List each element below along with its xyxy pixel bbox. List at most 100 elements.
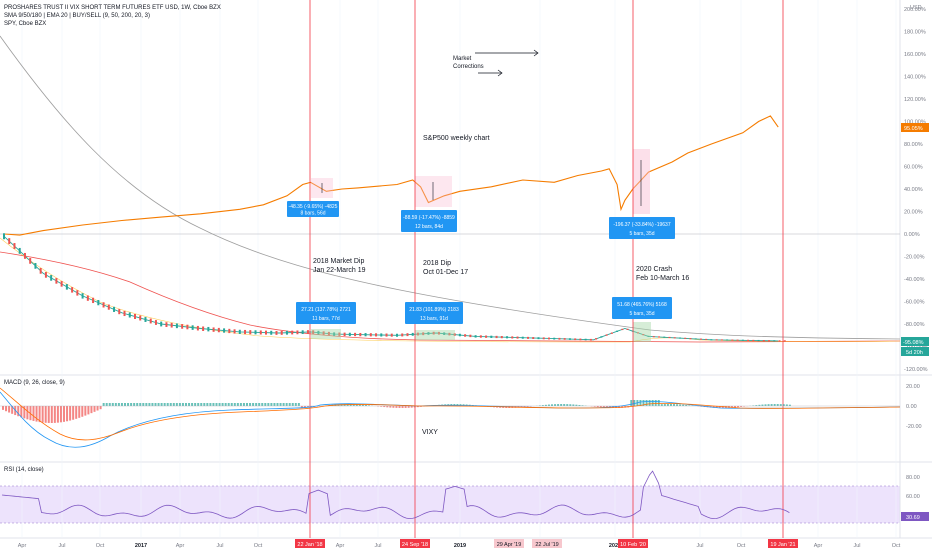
vixy-candle	[223, 328, 225, 332]
vixy-candle	[359, 333, 361, 336]
macd-histogram-bar	[121, 403, 123, 406]
vixy-candle	[171, 323, 173, 328]
price-tick-label: 0.00%	[904, 232, 920, 238]
macd-histogram-bar	[212, 403, 214, 406]
time-tick-label: 2019	[454, 543, 466, 549]
vixy-candle	[150, 319, 152, 324]
vixy-candle	[97, 300, 99, 305]
macd-histogram-bar	[389, 406, 391, 408]
price-axis[interactable]: 200.00%180.00%160.00%140.00%120.00%100.0…	[904, 7, 928, 373]
vixy-candle	[517, 337, 519, 339]
macd-histogram-bar	[667, 404, 669, 406]
vixy-candle	[207, 327, 209, 331]
macd-histogram-bar	[2, 406, 4, 410]
measure-box-4-line1: 27.21 (137.78%) 2721	[301, 307, 351, 313]
macd-histogram-bar	[139, 403, 141, 406]
spike-box-2018a	[311, 329, 341, 339]
chart-title: PROSHARES TRUST II VIX SHORT TERM FUTURE…	[4, 5, 221, 11]
vixy-candle	[485, 336, 487, 338]
vixy-candle	[234, 329, 236, 333]
vixy-candle	[558, 338, 560, 340]
measure-box-2[interactable]: -88.59 (-17.47%) -8859 12 bars, 84d	[401, 210, 457, 232]
time-tick-label: Oct	[892, 543, 901, 549]
macd-histogram-bar	[124, 403, 126, 406]
macd-histogram-bar	[203, 403, 205, 406]
macd-histogram-bar	[5, 406, 7, 411]
macd-histogram-bar	[42, 406, 44, 423]
vixy-candle	[82, 293, 84, 298]
macd-histogram-bar	[115, 403, 117, 406]
vixy-candle	[490, 336, 492, 338]
macd-histogram-bar	[112, 403, 114, 406]
macd-histogram-bar	[225, 403, 227, 406]
vixy-candle	[124, 311, 126, 316]
vixy-candle	[726, 339, 728, 340]
macd-histogram-bar	[569, 404, 571, 406]
macd-histogram-bar	[185, 403, 187, 406]
vixy-candle	[590, 339, 592, 341]
vixy-candle	[291, 331, 293, 335]
vixy-candle	[344, 333, 346, 336]
vixy-candle	[475, 335, 477, 337]
macd-histogram-bar	[246, 403, 248, 406]
measure-box-3[interactable]: -196.37 (-33.84%) -19637 5 bars, 35d	[609, 217, 675, 239]
macd-histogram-bar	[786, 404, 788, 406]
vixy-candle	[674, 337, 676, 338]
price-tick-label: 140.00%	[904, 75, 926, 81]
price-tick-label: 120.00%	[904, 97, 926, 103]
macd-histogram-bar	[103, 403, 105, 406]
date-marker-label: 22 Jan '18	[297, 542, 322, 548]
measure-box-4-line2: 11 bars, 77d	[312, 316, 340, 322]
macd-histogram-bar	[51, 406, 53, 423]
macd-axis[interactable]: 20.000.00-20.00	[906, 384, 922, 430]
vixy-candle	[139, 316, 141, 321]
macd-histogram-bar	[158, 403, 160, 406]
vixy-candle	[742, 340, 744, 341]
macd-histogram-bar	[36, 406, 38, 422]
macd-histogram-bar	[765, 404, 767, 406]
macd-histogram-bar	[679, 404, 681, 406]
macd-histogram-bar	[109, 403, 111, 406]
macd-histogram-bar	[142, 403, 144, 406]
measure-box-1[interactable]: -48.35 (-9.65%) -4825 8 bars, 56d	[287, 201, 339, 217]
macd-histogram-bar	[670, 404, 672, 406]
vixy-candle	[281, 331, 283, 335]
price-tick-label: -80.00%	[904, 322, 925, 328]
macd-histogram-bar	[658, 400, 660, 406]
vixy-candle	[616, 331, 618, 332]
vixy-candle	[684, 338, 686, 339]
macd-histogram-bar	[94, 406, 96, 412]
study-legend: SMA 9/50/180 | EMA 20 | BUY/SELL (9, 50,…	[4, 13, 150, 19]
vixy-candle	[155, 320, 157, 325]
measure-box-5[interactable]: 21.83 (101.89%) 2183 13 bars, 91d	[405, 302, 463, 324]
price-tick-label: 160.00%	[904, 52, 926, 58]
vixy-candle	[731, 340, 733, 341]
vixy-candle	[396, 334, 398, 337]
time-tick-label: Oct	[96, 543, 105, 549]
macd-histogram-bar	[408, 406, 410, 408]
dip2018b-line2: Oct 01-Dec 17	[423, 269, 468, 276]
vixy-candle	[574, 338, 576, 340]
macd-histogram-bar	[646, 400, 648, 406]
measure-box-6[interactable]: 51.68 (465.76%) 5168 5 bars, 35d	[612, 297, 672, 319]
vixy-candle	[375, 333, 377, 336]
vixy-candle	[45, 272, 47, 278]
vixy-candle	[579, 339, 581, 341]
time-tick-label: Jul	[374, 543, 381, 549]
macd-histogram-bar	[63, 406, 65, 422]
macd-histogram-bar	[243, 403, 245, 406]
vixy-candle	[50, 275, 52, 281]
vixy-candle	[469, 335, 471, 337]
measure-box-4[interactable]: 27.21 (137.78%) 2721 11 bars, 77d	[296, 302, 356, 324]
measure-box-5-line2: 13 bars, 91d	[420, 316, 448, 322]
price-tick-label: -40.00%	[904, 277, 925, 283]
vixy-candle	[3, 233, 5, 239]
macd-histogram-bar	[167, 403, 169, 406]
macd-histogram-bar	[630, 400, 632, 406]
measure-box-6-line2: 5 bars, 35d	[629, 311, 654, 317]
vixy-candle	[705, 339, 707, 340]
macd-histogram-bar	[48, 406, 50, 423]
vixy-candle	[464, 334, 466, 336]
macd-histogram-bar	[563, 404, 565, 406]
